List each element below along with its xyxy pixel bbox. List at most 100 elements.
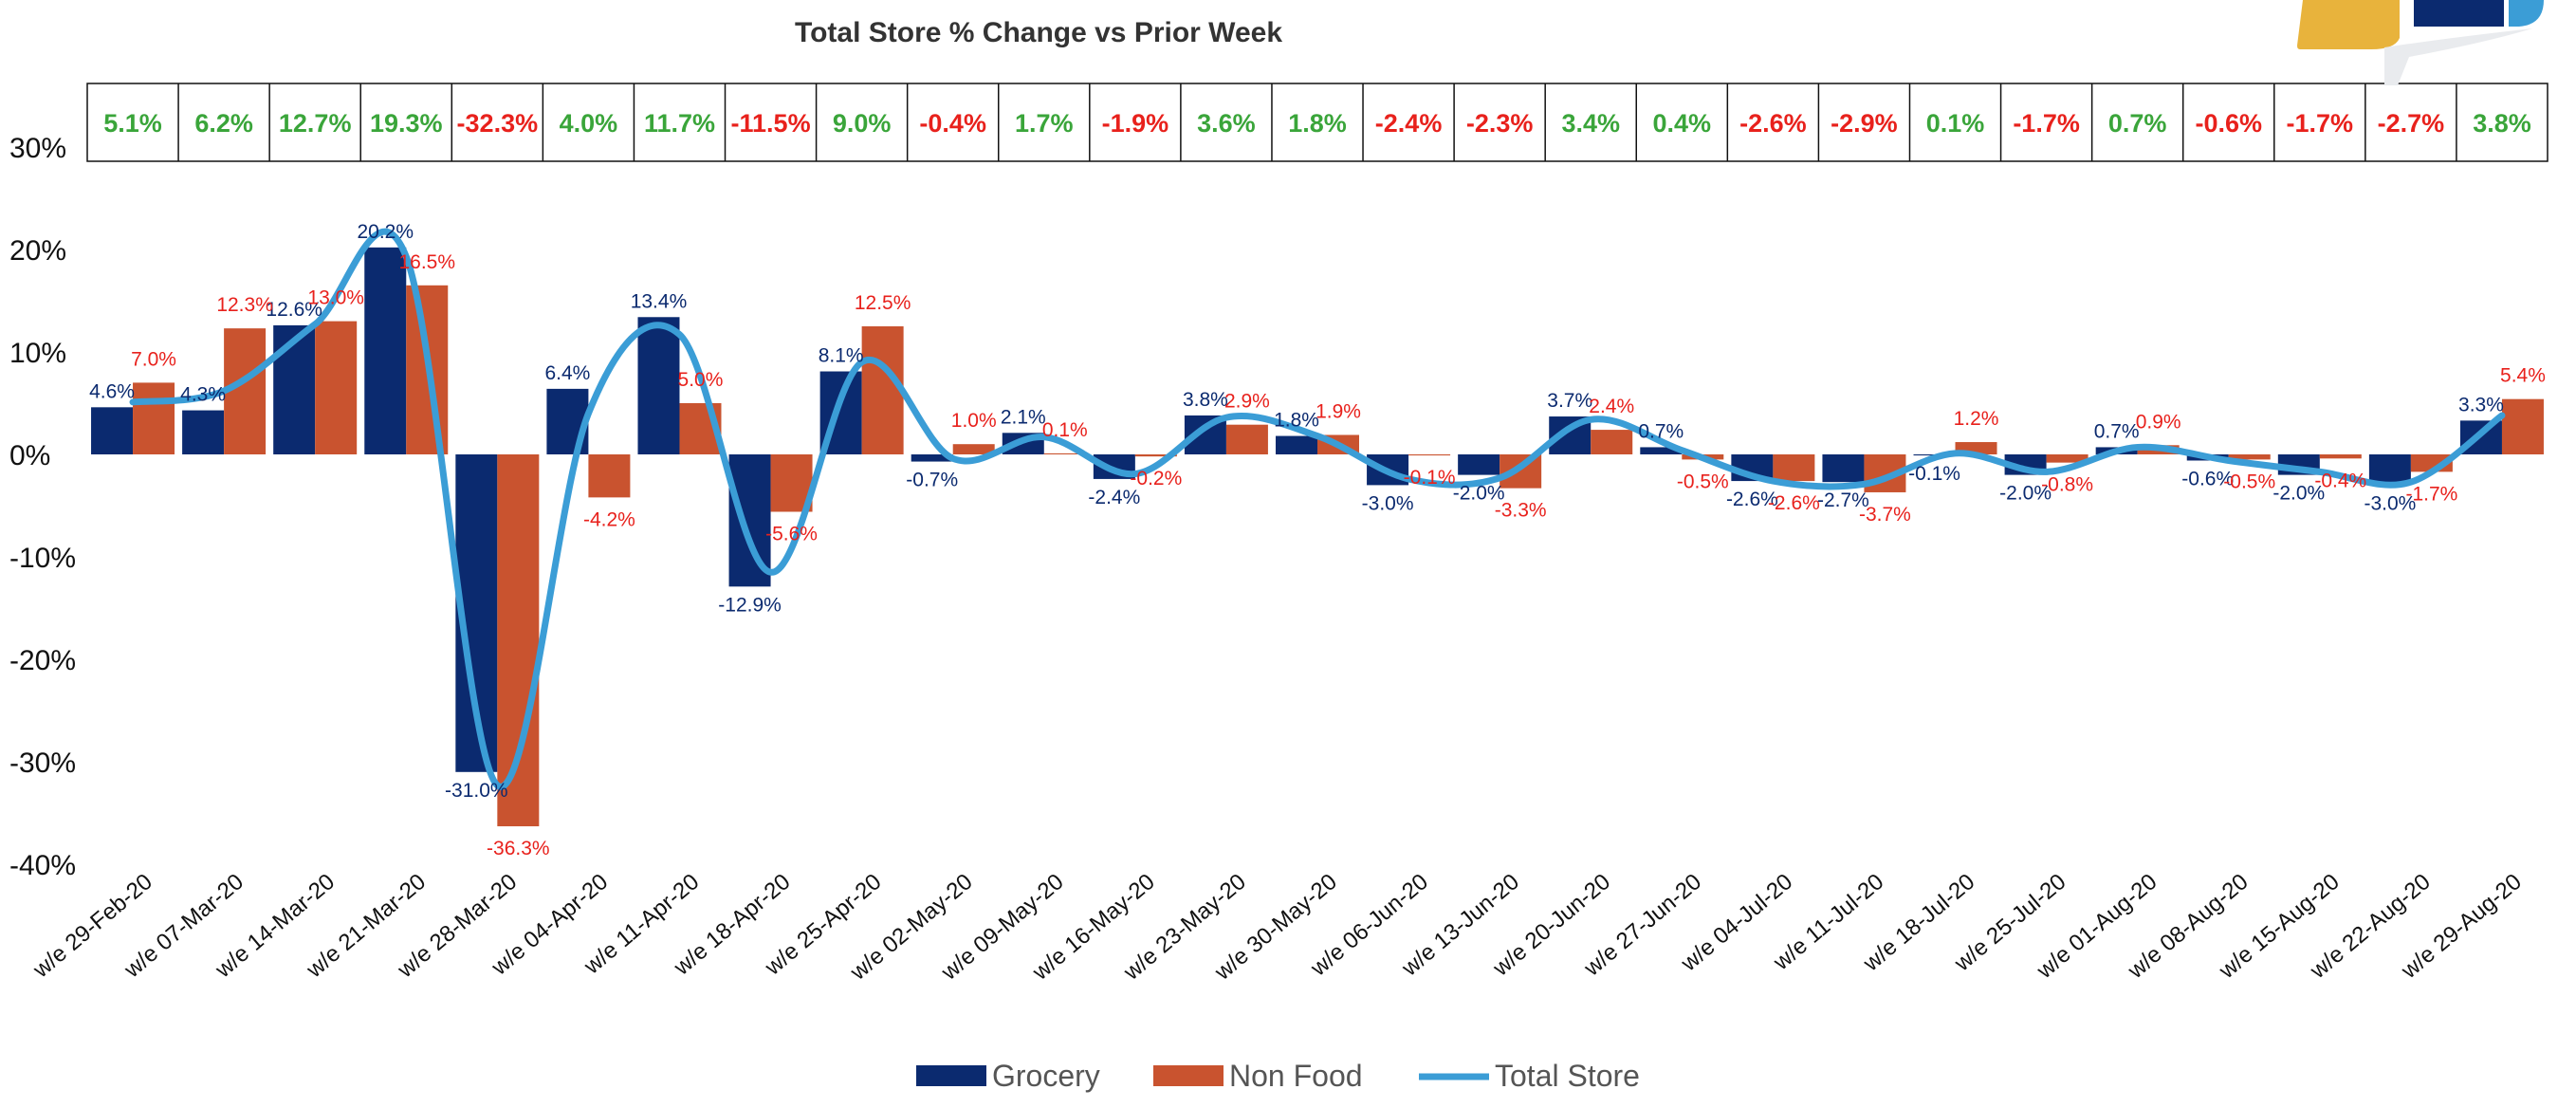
summary-table-cell: 3.6% <box>1197 109 1256 138</box>
non-food-data-label: 2.4% <box>1589 396 1634 417</box>
grocery-data-label: -3.0% <box>1362 492 1414 514</box>
grocery-bar <box>182 410 225 454</box>
grocery-bar <box>1276 435 1317 454</box>
non-food-bar <box>2046 454 2088 463</box>
summary-table-cell: -32.3% <box>457 109 539 138</box>
grocery-data-label: -2.7% <box>1817 489 1869 511</box>
non-food-data-label: -3.7% <box>1859 504 1911 526</box>
summary-table-cell: 0.1% <box>1926 109 1985 138</box>
grocery-data-label: 1.8% <box>1274 410 1319 432</box>
grocery-data-label: -0.1% <box>1908 463 1960 485</box>
grocery-data-label: 0.7% <box>1638 420 1684 442</box>
grocery-data-label: -2.6% <box>1726 489 1778 510</box>
grocery-bar <box>1640 447 1683 454</box>
y-axis: 30% 20% 10% 0% -10% -20% -30% -40% <box>9 133 76 881</box>
non-food-data-label: -36.3% <box>487 838 550 859</box>
grocery-bar <box>364 247 407 454</box>
non-food-bar <box>952 444 995 454</box>
summary-table-cell: 3.8% <box>2473 109 2531 138</box>
non-food-data-label: 12.5% <box>855 292 911 314</box>
total-store-line <box>129 228 2506 790</box>
grocery-bar <box>273 324 316 454</box>
non-food-data-label: 13.0% <box>307 287 364 309</box>
non-food-data-label: 0.9% <box>2136 411 2181 433</box>
y-tick-label: -40% <box>9 850 76 881</box>
summary-table-cell: 1.7% <box>1015 109 1074 138</box>
summary-table-cell: 3.4% <box>1561 109 1620 138</box>
summary-table-cell: -1.7% <box>2013 109 2080 138</box>
summary-table-cell: -2.9% <box>1831 109 1898 138</box>
non-food-bar <box>1591 430 1633 454</box>
grocery-data-label: -2.4% <box>1088 487 1140 508</box>
non-food-data-label: 7.0% <box>131 348 176 370</box>
grocery-data-label: -0.6% <box>2181 468 2234 489</box>
summary-table-cell: 9.0% <box>833 109 892 138</box>
logo-swoosh <box>2384 28 2532 85</box>
non-food-data-label: -5.6% <box>765 523 818 545</box>
summary-table-cell: -0.4% <box>919 109 986 138</box>
y-tick-label: -20% <box>9 645 76 676</box>
summary-table-border <box>86 83 2548 162</box>
logo-navy-shape <box>2414 0 2504 27</box>
non-food-bar <box>1408 454 1451 456</box>
legend: Grocery Non Food Total Store <box>916 1059 1640 1093</box>
grocery-bar <box>91 407 134 454</box>
legend-non-food-swatch <box>1153 1065 1224 1086</box>
non-food-data-label: 0.1% <box>1042 419 1088 441</box>
grocery-data-label: -31.0% <box>445 780 508 802</box>
non-food-data-label: -0.1% <box>1404 467 1456 489</box>
non-food-bar <box>315 321 358 454</box>
non-food-data-label: -0.5% <box>1677 471 1729 492</box>
grocery-data-label: 3.3% <box>2458 394 2504 416</box>
grocery-data-label: -12.9% <box>718 594 782 616</box>
grocery-data-label: 4.3% <box>180 384 226 406</box>
summary-table-cell: -2.4% <box>1375 109 1443 138</box>
grocery-bar <box>1822 454 1865 483</box>
legend-total-store-label: Total Store <box>1495 1059 1640 1093</box>
summary-table-cell: -2.3% <box>1466 109 1534 138</box>
grocery-data-label: 12.6% <box>266 299 322 321</box>
non-food-data-label: -2.6% <box>1768 492 1820 514</box>
summary-table-cell: -1.9% <box>1102 109 1169 138</box>
non-food-data-label: 1.9% <box>1316 400 1361 422</box>
summary-table-cell: -0.6% <box>2195 109 2262 138</box>
non-food-bar <box>588 454 631 498</box>
non-food-data-label: -0.2% <box>1130 468 1182 489</box>
y-tick-label: -30% <box>9 748 76 779</box>
grocery-data-label: 2.1% <box>1001 406 1046 428</box>
grocery-data-label: 6.4% <box>544 362 590 384</box>
y-tick-label: 10% <box>9 338 66 369</box>
grocery-data-label: 20.2% <box>357 221 414 243</box>
summary-table-cell: -2.7% <box>2378 109 2445 138</box>
non-food-bar <box>1043 452 1086 454</box>
legend-grocery-label: Grocery <box>992 1059 1100 1093</box>
non-food-data-label: 5.4% <box>2500 365 2546 387</box>
summary-table-cell: 1.8% <box>1288 109 1347 138</box>
chart-title: Total Store % Change vs Prior Week <box>795 17 1282 48</box>
y-tick-label: 0% <box>9 440 50 471</box>
company-logo-icon <box>2297 0 2544 85</box>
non-food-data-label: -0.4% <box>2314 470 2366 491</box>
summary-table-cell: -11.5% <box>731 109 811 138</box>
grocery-data-label: 0.7% <box>2094 420 2140 442</box>
total-store-line-layer <box>129 228 2506 790</box>
grocery-bar <box>2368 454 2411 486</box>
non-food-bar <box>2228 454 2271 460</box>
grocery-data-label: 3.8% <box>1183 389 1228 411</box>
legend-grocery-swatch <box>916 1065 986 1086</box>
non-food-data-label: 16.5% <box>398 251 455 273</box>
total-store-summary-table: 5.1% 6.2% 12.7% 19.3% -32.3% 4.0% 11.7% -11.5% 9… <box>86 83 2548 162</box>
non-food-data-label: -0.5% <box>2223 471 2275 492</box>
grocery-data-label: 4.6% <box>89 380 135 402</box>
non-food-data-label: 2.9% <box>1224 391 1270 413</box>
summary-table-cell: 4.0% <box>560 109 618 138</box>
summary-table-cell: 0.7% <box>2108 109 2167 138</box>
grocery-data-label: -2.0% <box>1999 483 2052 505</box>
non-food-bar <box>1134 454 1177 457</box>
bars-layer <box>91 247 2544 827</box>
logo-blue-shape <box>2509 0 2544 27</box>
summary-table-cell: 5.1% <box>103 109 162 138</box>
bar-labels-layer: 4.6% 4.3% 12.6% 20.2% -31.0% 6.4% 13.4% -12.9% 8… <box>89 221 2546 859</box>
legend-non-food-label: Non Food <box>1229 1059 1363 1093</box>
